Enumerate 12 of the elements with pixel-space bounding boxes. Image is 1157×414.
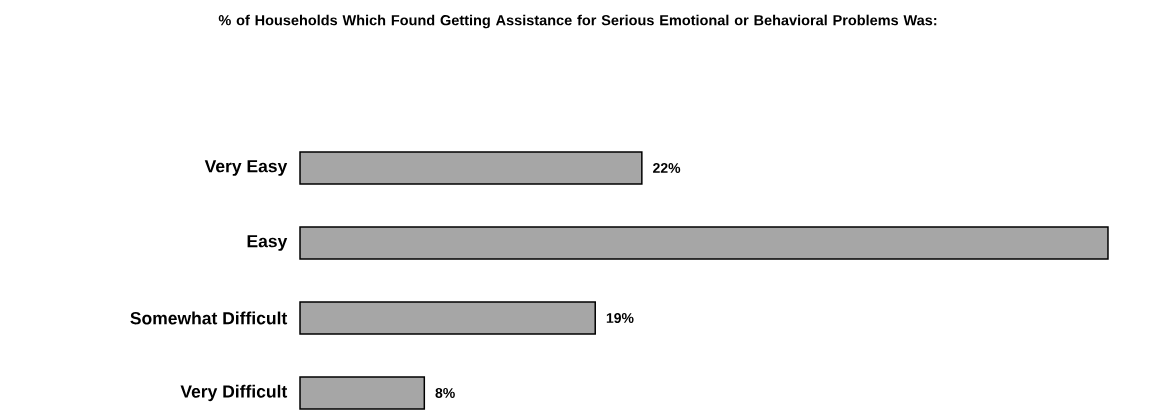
- bar: [299, 226, 1109, 260]
- y-tick-label: Very Difficult: [180, 384, 288, 402]
- y-tick-label: Somewhat Difficult: [130, 311, 288, 325]
- bar: [299, 151, 643, 185]
- data-label: 22%: [653, 163, 681, 173]
- y-tick-label: Very Easy: [204, 160, 288, 176]
- chart-title: % of Households Which Found Getting Assistance for Serious Emotional or Behavioral Problems Was:: [218, 14, 937, 29]
- data-label: 8%: [435, 388, 455, 398]
- data-label: 19%: [606, 313, 634, 323]
- y-tick-label: Easy: [247, 235, 288, 251]
- bar: [299, 301, 596, 335]
- bar: [299, 376, 426, 410]
